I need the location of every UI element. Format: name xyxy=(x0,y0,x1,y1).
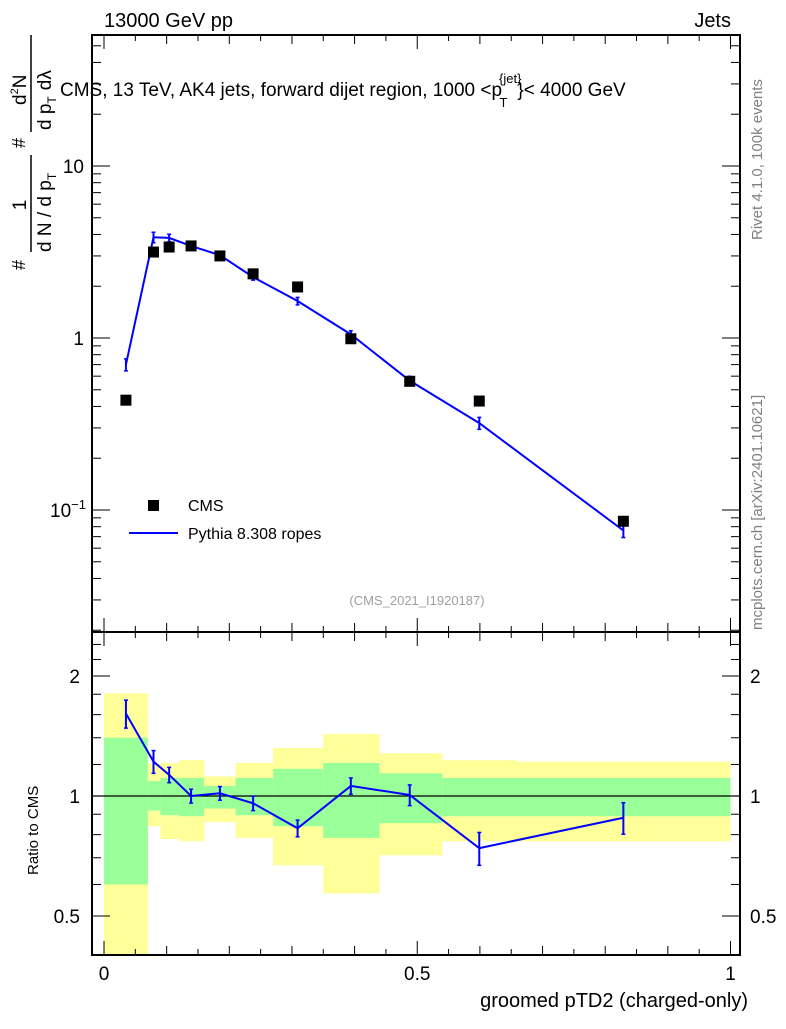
cms-data-point xyxy=(247,268,259,280)
axes-frames: 0 0.5 1 10−1 1 10 0.5 0.5 1 1 2 2 xyxy=(50,34,776,985)
x-tick-label: 1 xyxy=(725,964,736,985)
ylabel-hash2: # xyxy=(9,138,29,148)
x-tick-label: 0.5 xyxy=(404,964,430,985)
legend-label-mc: Pythia 8.308 ropes xyxy=(188,526,321,543)
chart-marks xyxy=(120,231,629,867)
band-1sigma xyxy=(273,768,324,827)
title-part-b: }< 4000 GeV xyxy=(517,80,626,101)
main-y-tick-label: 1 xyxy=(73,329,84,350)
legend-label-cms: CMS xyxy=(188,498,224,515)
cms-data-point xyxy=(120,394,132,406)
cms-data-point xyxy=(473,395,485,407)
title-part-a: CMS, 13 TeV, AK4 jets, forward dijet reg… xyxy=(60,80,502,101)
band-1sigma xyxy=(379,773,443,824)
ratio-y-axis-label: Ratio to CMS xyxy=(25,786,42,875)
header-left: 13000 GeV pp xyxy=(104,10,233,32)
title-sub: T xyxy=(499,95,507,110)
ratio-frame xyxy=(91,631,741,956)
x-axis-label: groomed pTD2 (charged-only) xyxy=(480,990,748,1012)
mc-line xyxy=(124,236,624,532)
ylabel-hash1: # xyxy=(9,260,29,270)
ylabel-one: 1 xyxy=(10,200,31,211)
ratio-y-tick-label-left: 1 xyxy=(69,787,80,808)
tick-exponent: −1 xyxy=(71,497,86,512)
side-label-mcplots: mcplots.cern.ch [arXiv:2401.10621] xyxy=(749,395,766,630)
cms-data-point xyxy=(404,375,416,387)
cms-data-point xyxy=(617,515,629,527)
ylabel-den1: d N / d pT xyxy=(35,172,59,252)
side-label-rivet: Rivet 4.1.0, 100k events xyxy=(749,79,766,240)
cms-data-point xyxy=(292,281,304,293)
main-y-axis-label: # 1 d N / d pT # d2N d pTdλ xyxy=(9,35,59,270)
band-1sigma xyxy=(442,777,518,817)
ratio-y-tick-label-left: 0.5 xyxy=(54,907,80,928)
ratio-y-tick-label-right: 2 xyxy=(750,667,761,688)
ylabel-num2: d2N xyxy=(9,75,31,105)
cms-data-point xyxy=(163,241,175,253)
cms-data-point xyxy=(214,250,226,262)
legend: CMS Pythia 8.308 ropes xyxy=(129,498,321,543)
ratio-bands xyxy=(92,693,740,955)
watermark: (CMS_2021_I1920187) xyxy=(349,593,484,608)
main-y-tick-label: 10−1 xyxy=(50,497,86,522)
ylabel-den2: d pTdλ xyxy=(35,70,59,130)
title-sup: {jet} xyxy=(499,71,522,86)
legend-marker-cms xyxy=(148,500,159,511)
ratio-y-tick-label-right: 1 xyxy=(750,787,761,808)
x-tick-label: 0 xyxy=(99,964,110,985)
cms-data-point xyxy=(185,240,197,252)
band-1sigma xyxy=(104,737,148,885)
ratio-y-tick-label-right: 0.5 xyxy=(750,907,776,928)
plot-title: CMS, 13 TeV, AK4 jets, forward dijet reg… xyxy=(60,71,626,110)
ratio-y-tick-label-left: 2 xyxy=(69,667,80,688)
main-y-tick-label: 10 xyxy=(63,157,84,178)
cms-data-point xyxy=(147,246,159,258)
cms-data-point xyxy=(345,333,357,345)
header-right: Jets xyxy=(694,10,731,32)
